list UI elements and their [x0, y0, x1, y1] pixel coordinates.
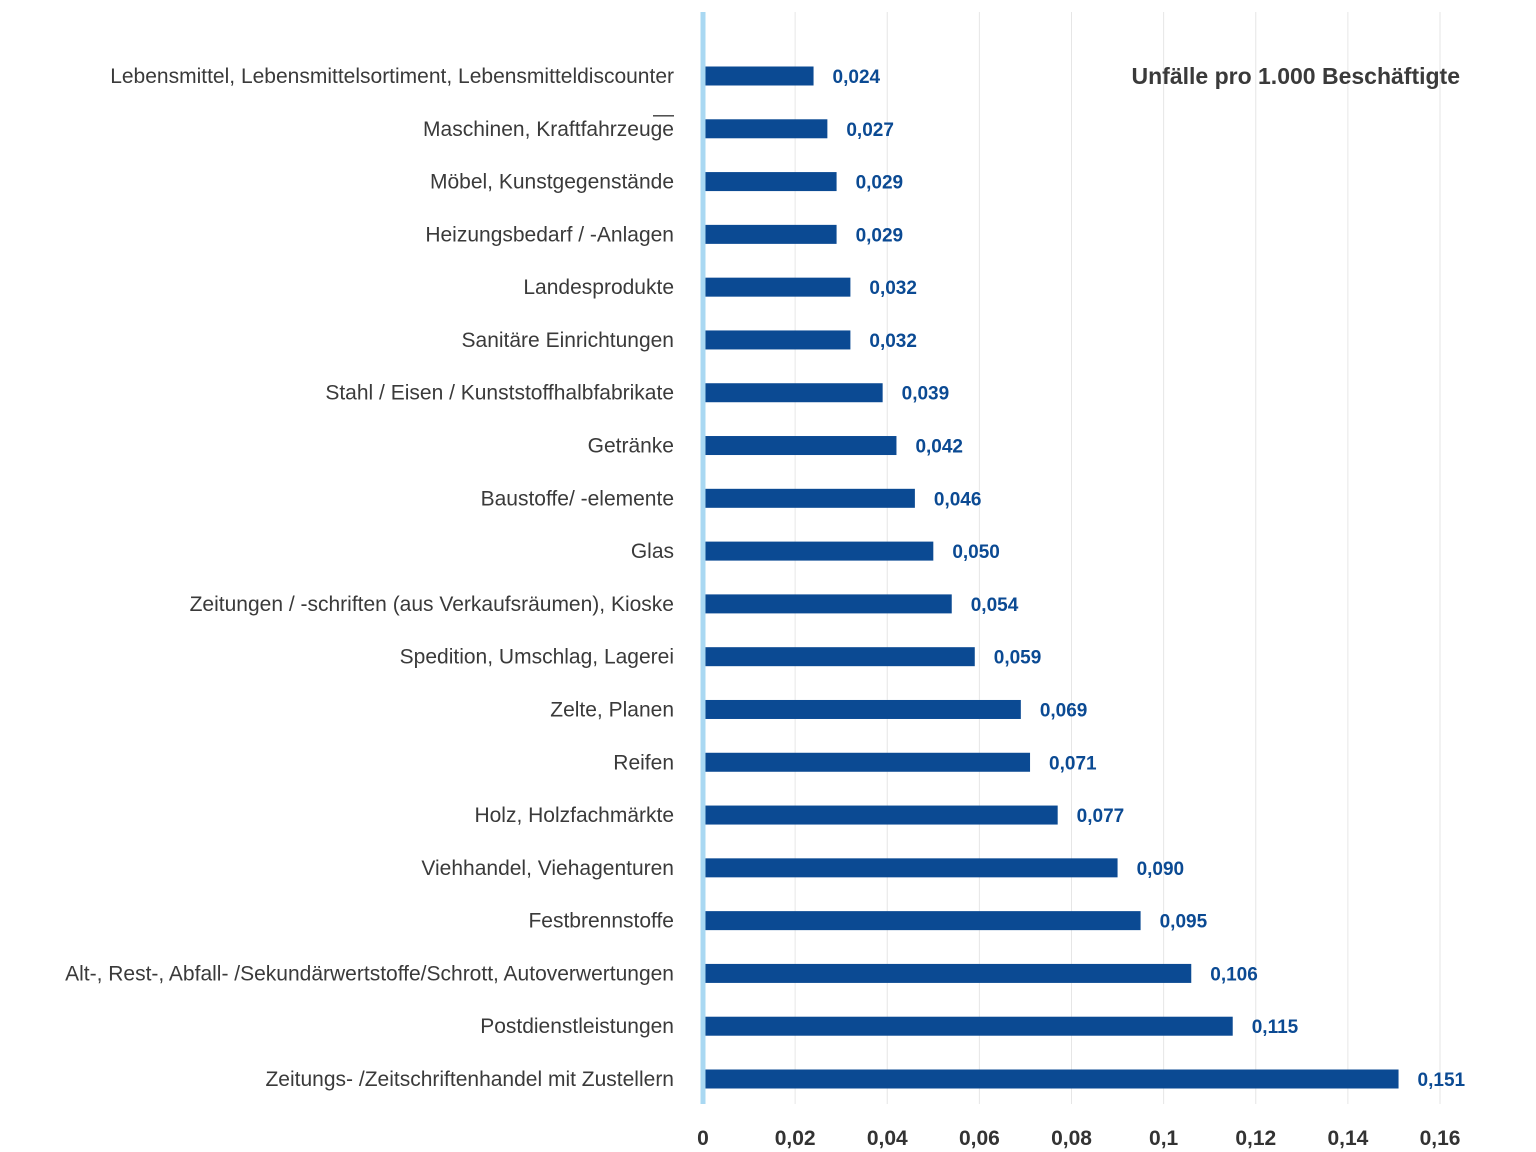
bar: [703, 752, 1031, 772]
category-label: Postdienstleistungen: [480, 1015, 674, 1038]
bar: [703, 911, 1141, 931]
category-label: Zeitungs- /Zeitschriftenhandel mit Zuste…: [265, 1068, 674, 1091]
category-labels: Lebensmittel, Lebensmittelsortiment, Leb…: [65, 65, 674, 1091]
data-label: 0,029: [856, 173, 904, 194]
bar: [703, 594, 952, 614]
category-label: Heizungsbedarf / -Anlagen: [425, 223, 674, 246]
bar: [703, 1069, 1399, 1089]
x-tick-label: 0,02: [775, 1127, 816, 1150]
data-label: 0,071: [1049, 753, 1097, 774]
category-label: Zeitungen / -schriften (aus Verkaufsräum…: [190, 593, 674, 616]
data-label: 0,042: [915, 437, 963, 458]
bar: [703, 858, 1118, 878]
gridlines: [794, 12, 1441, 1104]
category-label: Getränke: [588, 435, 674, 458]
data-label: 0,095: [1160, 912, 1208, 933]
x-tick-label: 0: [697, 1127, 709, 1150]
x-tick-label: 0,1: [1149, 1127, 1179, 1150]
category-label: Reifen: [613, 751, 674, 774]
category-label: Sanitäre Einrichtungen: [462, 329, 674, 352]
x-tick-label: 0,08: [1051, 1127, 1092, 1150]
category-label: Zelte, Planen: [550, 698, 674, 721]
data-label: 0,115: [1252, 1017, 1299, 1038]
category-label: Glas: [631, 540, 674, 563]
data-label: 0,059: [994, 648, 1042, 669]
bar: [703, 805, 1058, 825]
data-label: 0,027: [846, 120, 894, 141]
category-label: Viehhandel, Viehagenturen: [421, 857, 674, 880]
data-label: 0,029: [856, 225, 904, 246]
data-label: 0,069: [1040, 700, 1088, 721]
category-label: Festbrennstoffe: [528, 910, 674, 933]
bar: [703, 277, 851, 297]
category-label: Baustoffe/ -elemente: [481, 487, 674, 510]
data-label: 0,054: [971, 595, 1019, 616]
category-label: Landesprodukte: [523, 276, 674, 299]
bar: [703, 172, 837, 192]
x-tick-label: 0,06: [959, 1127, 1000, 1150]
bars: [703, 66, 1399, 1089]
category-label: Alt-, Rest-, Abfall- /Sekundärwertstoffe…: [65, 962, 674, 985]
bar: [703, 488, 915, 508]
data-label: 0,039: [902, 384, 950, 405]
chart-title: Unfälle pro 1.000 Beschäftigte: [1132, 63, 1461, 89]
value-labels: 0,024 0,027 0,029 0,029 0,032 0,032 0,039 0,042…: [833, 67, 1466, 1091]
data-label: 0,050: [952, 542, 1000, 563]
data-label: 0,024: [833, 67, 881, 88]
category-label: Möbel, Kunstgegenstände: [430, 171, 674, 194]
data-label: 0,046: [934, 489, 982, 510]
category-label: Spedition, Umschlag, Lagerei: [400, 646, 674, 669]
x-tick-label: 0,12: [1235, 1127, 1276, 1150]
category-label: Holz, Holzfachmärkte: [474, 804, 674, 827]
data-label: 0,032: [869, 331, 917, 352]
bar: [703, 383, 883, 403]
data-label: 0,090: [1137, 859, 1185, 880]
bar: [703, 119, 828, 139]
bar: [703, 436, 897, 456]
data-label: 0,151: [1418, 1070, 1466, 1091]
x-tick-label: 0,16: [1420, 1127, 1461, 1150]
data-label: 0,106: [1210, 964, 1258, 985]
category-label: Stahl / Eisen / Kunststoffhalbfabrikate: [325, 382, 674, 405]
bar: [703, 699, 1021, 719]
x-tick-label: 0,04: [867, 1127, 908, 1150]
category-label: Maschinen, Kraftfahrzeuge: [423, 118, 674, 141]
bar: [703, 66, 814, 86]
bar: [703, 1016, 1233, 1036]
data-label: 0,077: [1077, 806, 1125, 827]
category-label: Lebensmittel, Lebensmittelsortiment, Leb…: [110, 65, 674, 126]
bar: [703, 224, 837, 244]
x-tick-label: 0,14: [1327, 1127, 1368, 1150]
bar: [703, 963, 1192, 983]
bar: [703, 541, 934, 561]
x-axis-ticks: 0 0,02 0,04 0,06 0,08 0,1 0,12 0,14 0,16: [697, 1127, 1460, 1150]
bar: [703, 647, 975, 667]
bar: [703, 330, 851, 350]
data-label: 0,032: [869, 278, 917, 299]
